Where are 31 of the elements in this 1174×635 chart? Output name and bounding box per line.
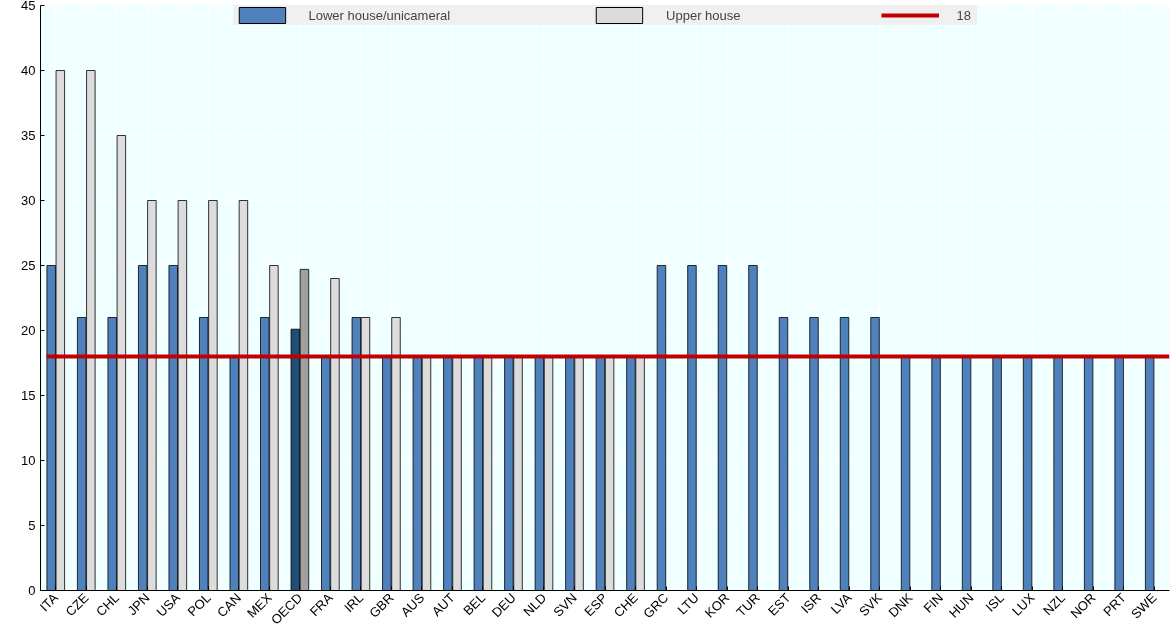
y-tick-label: 35 (21, 128, 36, 143)
y-tick-label: 30 (21, 193, 36, 208)
x-tick-label: ESP (581, 590, 611, 620)
x-tick-label: CHL (93, 590, 123, 620)
y-tick-label: 5 (28, 518, 36, 533)
x-tick-label: ITA (36, 589, 62, 615)
x-tick-label: NZL (1040, 590, 1069, 619)
legend-label: Lower house/unicameral (308, 7, 451, 23)
y-tick-label: 40 (21, 63, 36, 78)
x-tick-label: BEL (460, 590, 489, 619)
x-tick-label: JPN (124, 590, 153, 619)
y-tick-label: 20 (21, 323, 36, 338)
x-tick-label: LTU (674, 590, 702, 618)
x-tick-label: USA (153, 589, 184, 620)
x-tick-label: LVA (827, 589, 855, 617)
x-tick-label: CZE (62, 589, 92, 620)
legend-label: Upper house (666, 7, 741, 23)
y-tick-label: 0 (28, 583, 36, 598)
legend-label: 18 (956, 7, 972, 23)
x-tick-label: ISR (797, 590, 824, 617)
x-tick-label: FRA (306, 589, 336, 620)
x-tick-label: FIN (920, 590, 946, 616)
x-tick-label: NLD (520, 590, 550, 620)
y-tick-label: 25 (21, 258, 36, 273)
x-tick-label: IRL (341, 590, 367, 616)
x-tick-label: TUR (733, 590, 763, 620)
y-tick-label: 15 (21, 388, 36, 403)
y-tick-label: 10 (21, 453, 36, 468)
y-tick-label: 45 (21, 0, 36, 13)
x-tick-label: POL (184, 590, 214, 620)
x-tick-label: ISL (982, 590, 1007, 615)
